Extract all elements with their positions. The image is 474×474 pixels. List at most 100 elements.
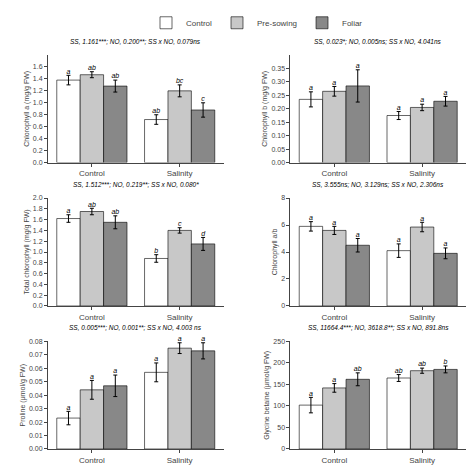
svg-text:1.2: 1.2 [33,238,43,245]
svg-text:Control: Control [79,169,105,178]
svg-text:d: d [201,230,206,237]
svg-text:a: a [67,68,71,75]
svg-text:a: a [67,404,71,411]
svg-text:1.4: 1.4 [33,75,43,82]
svg-text:Salinity: Salinity [167,169,193,178]
svg-text:Total chlorophyll (mg/g FW): Total chlorophyll (mg/g FW) [23,209,31,294]
svg-text:0.6: 0.6 [33,123,43,130]
svg-text:a: a [332,79,336,86]
svg-text:1.6: 1.6 [33,216,43,223]
svg-text:SS, 0.023*; NO, 0.005ns; SS x: SS, 0.023*; NO, 0.005ns; SS x NO, 4.041n… [314,38,442,45]
svg-text:0.8: 0.8 [33,111,43,118]
svg-text:0.25: 0.25 [271,92,285,99]
svg-text:a: a [444,89,448,96]
svg-text:0.0: 0.0 [33,159,43,166]
svg-text:c: c [201,95,205,102]
svg-text:a: a [90,373,94,380]
svg-text:0.0: 0.0 [33,302,43,309]
svg-text:Salinity: Salinity [409,456,435,465]
svg-text:1.0: 1.0 [33,248,43,255]
svg-text:Control: Control [79,313,105,322]
svg-text:4: 4 [281,248,285,255]
svg-text:Control: Control [321,169,347,178]
svg-text:0.4: 0.4 [33,135,43,142]
svg-text:0.2: 0.2 [33,292,43,299]
svg-text:0.10: 0.10 [271,132,285,139]
svg-text:a: a [154,355,158,362]
svg-text:Proline (μmol/g FW): Proline (μmol/g FW) [19,364,27,426]
svg-text:a: a [309,84,313,91]
svg-text:Chlorophyll b (mg/g FW): Chlorophyll b (mg/g FW) [261,71,269,147]
svg-text:Foliar: Foliar [342,19,362,28]
svg-text:0.20: 0.20 [271,105,285,112]
svg-text:a: a [420,96,424,103]
svg-text:Control: Control [321,313,347,322]
svg-text:a: a [309,390,313,397]
svg-text:0.4: 0.4 [33,281,43,288]
svg-text:Chlorophyll a (mg/g FW): Chlorophyll a (mg/g FW) [23,71,31,147]
svg-text:0.05: 0.05 [271,146,285,153]
svg-text:0: 0 [281,445,285,452]
svg-text:ab: ab [418,360,426,367]
svg-text:200: 200 [273,359,285,366]
svg-text:Control: Control [186,19,212,28]
svg-text:0.06: 0.06 [29,365,43,372]
svg-text:a: a [356,231,360,238]
svg-text:Salinity: Salinity [409,313,435,322]
svg-text:a: a [356,62,360,69]
svg-text:Control: Control [321,456,347,465]
svg-text:ab: ab [354,365,362,372]
svg-text:a: a [444,240,448,247]
svg-text:bc: bc [176,77,184,84]
svg-text:a: a [201,335,205,342]
svg-text:1.6: 1.6 [33,63,43,70]
svg-text:1.8: 1.8 [33,205,43,212]
svg-text:ab: ab [111,208,119,215]
svg-text:0.02: 0.02 [29,419,43,426]
svg-text:0.2: 0.2 [33,147,43,154]
svg-text:150: 150 [273,381,285,388]
svg-text:a: a [67,207,71,214]
svg-text:b: b [154,247,158,254]
svg-text:1.2: 1.2 [33,87,43,94]
svg-text:0.08: 0.08 [29,338,43,345]
svg-text:a: a [397,104,401,111]
svg-text:ab: ab [395,367,403,374]
svg-text:SS, 11664.4***; NO, 3618.8**;: SS, 11664.4***; NO, 3618.8**; SS x NO, 8… [308,324,449,331]
svg-text:Salinity: Salinity [409,169,435,178]
svg-text:a: a [397,236,401,243]
svg-text:b: b [444,358,448,365]
svg-text:a: a [309,214,313,221]
svg-text:a: a [332,219,336,226]
svg-text:a: a [113,367,117,374]
svg-text:0.00: 0.00 [29,445,43,452]
svg-text:0.6: 0.6 [33,270,43,277]
svg-text:0.8: 0.8 [33,259,43,266]
svg-text:Salinity: Salinity [167,456,193,465]
svg-text:250: 250 [273,338,285,345]
svg-text:Chlorophyll a/b: Chlorophyll a/b [271,229,279,276]
svg-text:0.00: 0.00 [271,159,285,166]
svg-text:Salinity: Salinity [167,313,193,322]
svg-text:0.35: 0.35 [271,65,285,72]
svg-text:a: a [178,335,182,342]
svg-text:1.4: 1.4 [33,227,43,234]
svg-text:100: 100 [273,402,285,409]
svg-text:Pre-sowing: Pre-sowing [257,19,297,28]
svg-text:SS, 1.161***; NO, 0.200**; SS: SS, 1.161***; NO, 0.200**; SS x NO, 0.07… [70,38,201,45]
svg-text:SS, 3.555ns; NO, 3.129ns; SS x: SS, 3.555ns; NO, 3.129ns; SS x NO, 2.306… [312,181,444,188]
svg-text:6: 6 [281,221,285,228]
svg-text:1.0: 1.0 [33,99,43,106]
svg-text:0.04: 0.04 [29,392,43,399]
svg-text:c: c [178,220,182,227]
svg-text:a: a [332,376,336,383]
svg-text:0.07: 0.07 [29,351,43,358]
svg-text:2: 2 [281,275,285,282]
svg-text:0.03: 0.03 [29,405,43,412]
svg-text:ab: ab [152,107,160,114]
svg-text:ab: ab [88,64,96,71]
svg-text:8: 8 [281,194,285,201]
svg-text:50: 50 [277,424,285,431]
svg-text:ab: ab [88,201,96,208]
svg-text:2.0: 2.0 [33,194,43,201]
